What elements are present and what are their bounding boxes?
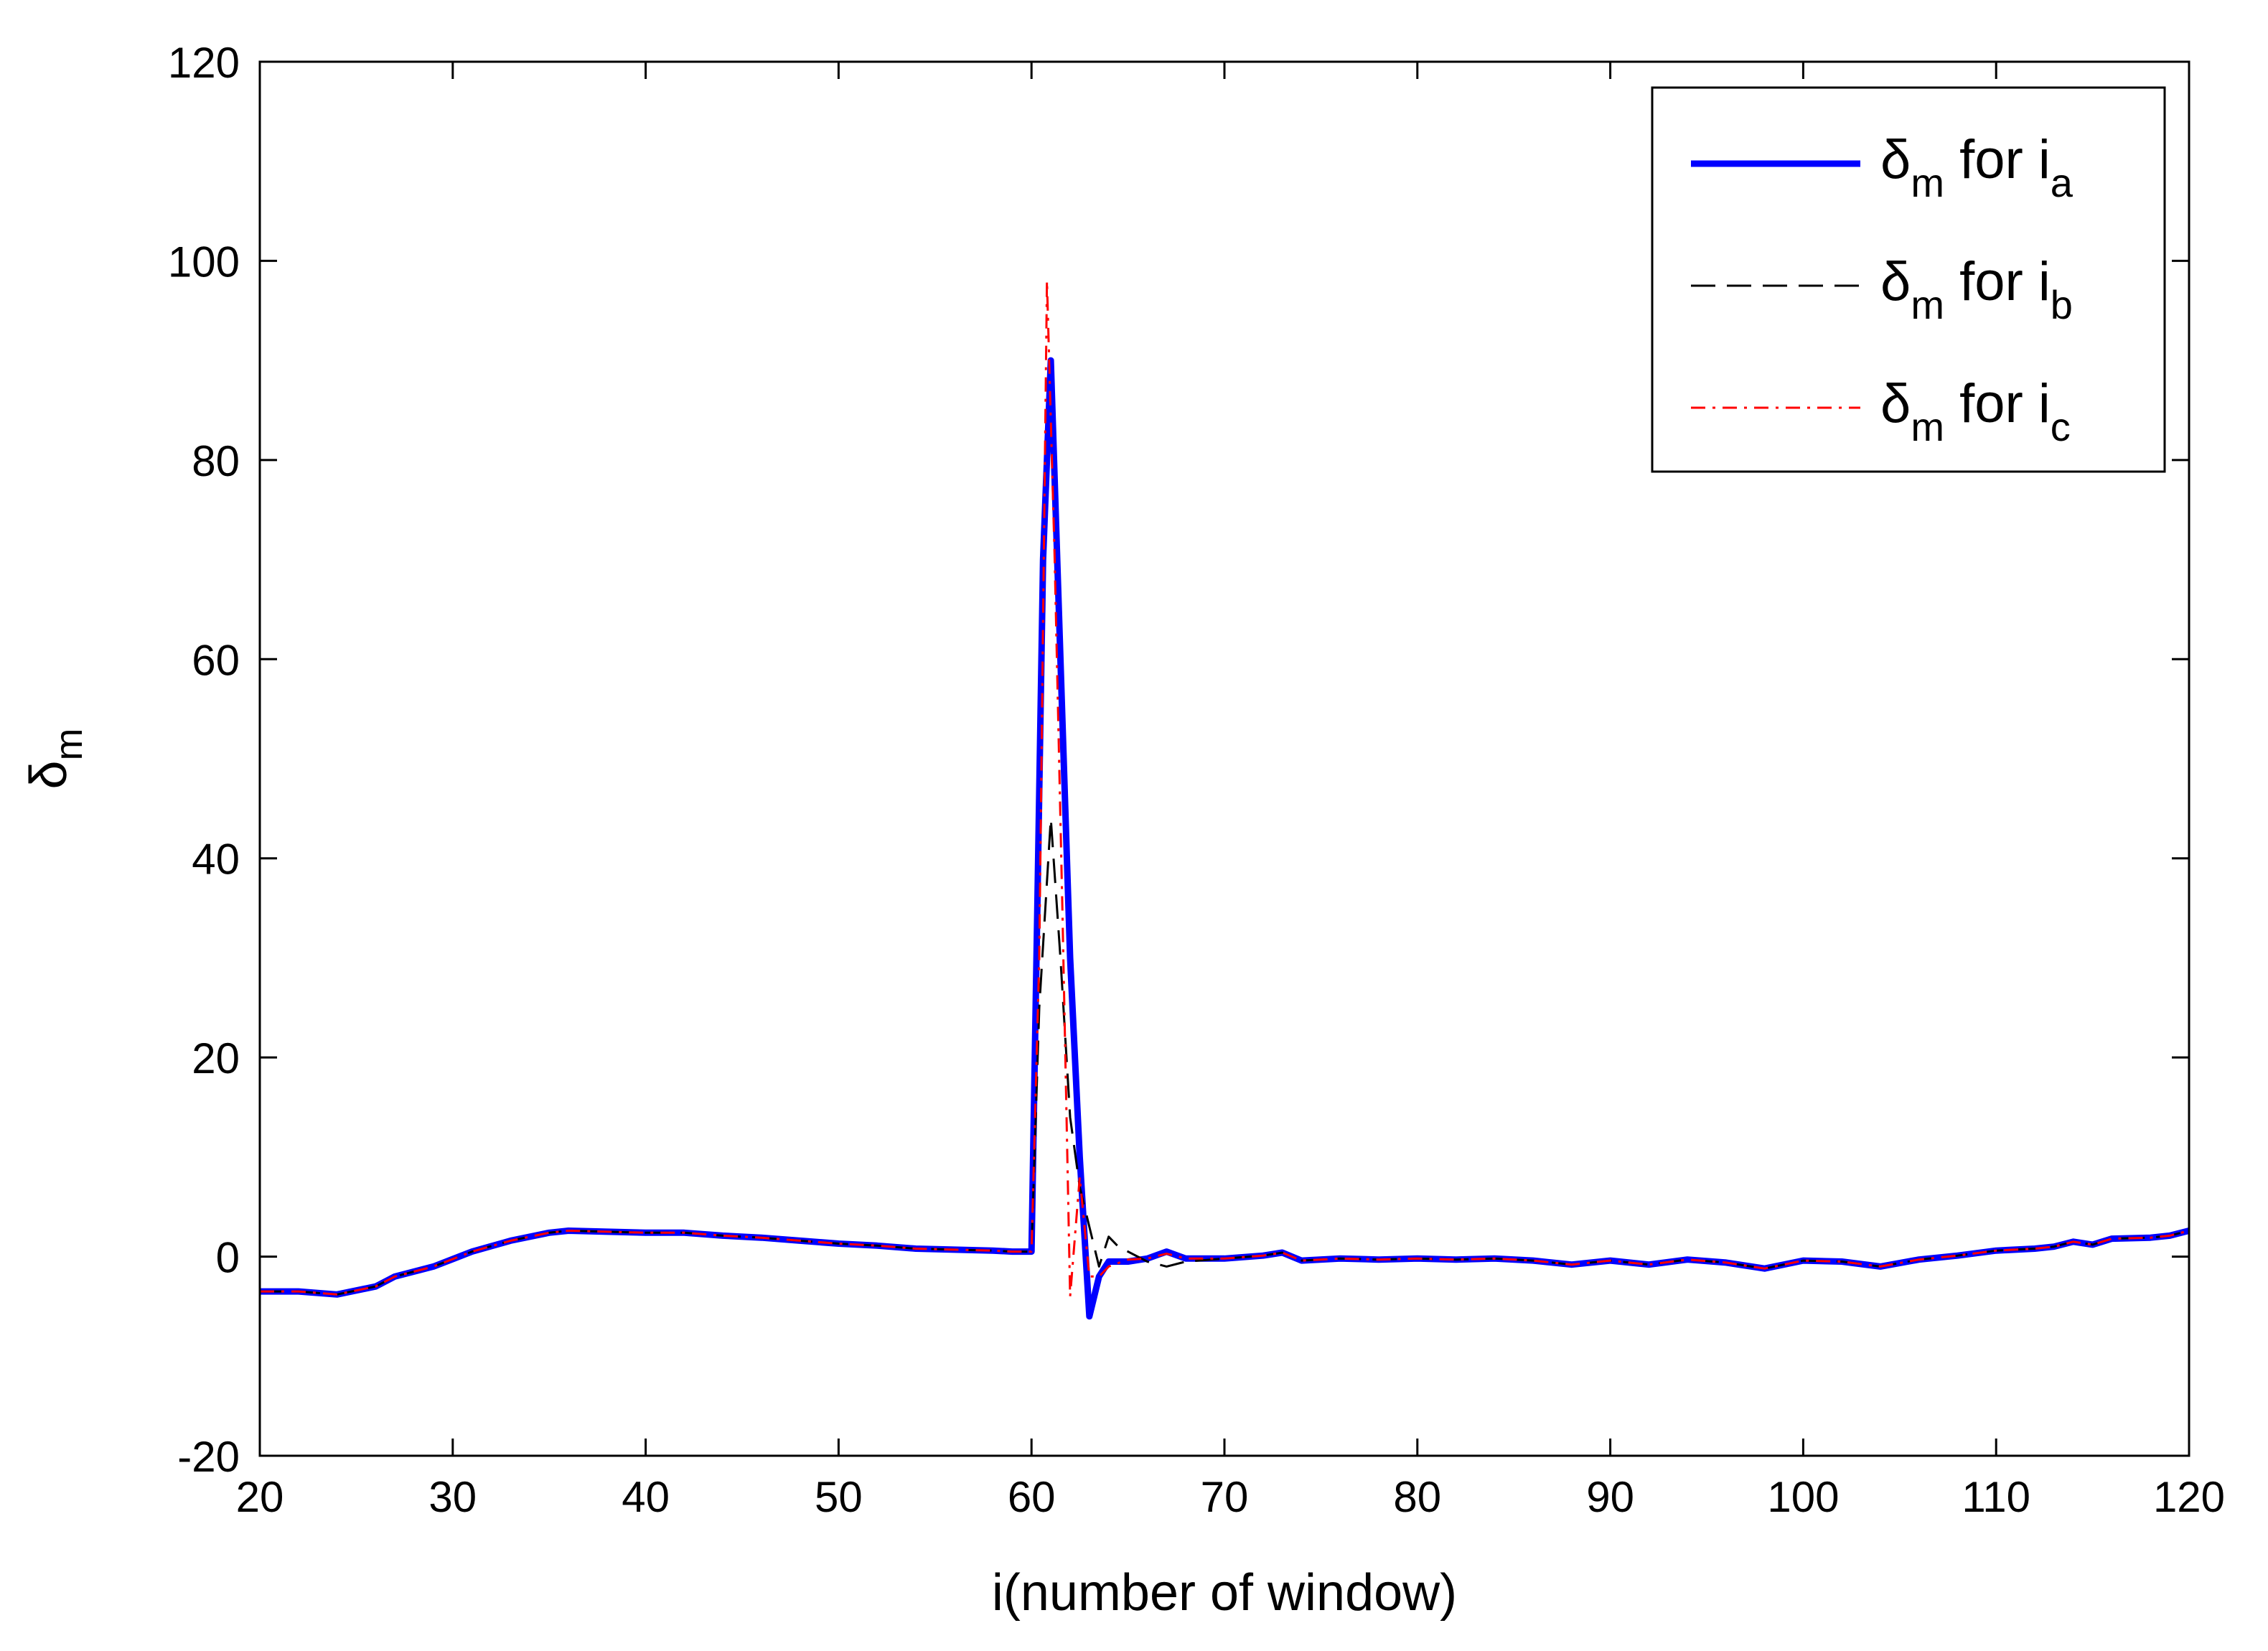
y-tick-label: -20	[177, 1433, 240, 1481]
legend-label: δm for ib	[1880, 251, 2073, 327]
y-tick-label: 20	[192, 1034, 240, 1082]
x-tick-label: 50	[815, 1473, 863, 1521]
legend-label-mid: for i	[1944, 373, 2051, 434]
series-line-c	[260, 279, 2190, 1298]
x-tick-label: 70	[1201, 1473, 1249, 1521]
tick-layer: 20 30 40 50 60 70 80 90 100 110 120 -20 0 20 40 60 80 100…	[168, 39, 2225, 1521]
y-tick-label: 60	[192, 636, 240, 684]
legend-label-symbol: δ	[1880, 129, 1911, 190]
y-tick-label: 40	[192, 836, 240, 884]
legend-label-symbol: δ	[1880, 251, 1911, 312]
x-tick-label: 40	[622, 1473, 670, 1521]
x-tick-label: 110	[1962, 1473, 2030, 1521]
legend-label-sub1: m	[1911, 160, 1944, 205]
series-layer	[260, 279, 2190, 1320]
legend-label-mid: for i	[1944, 129, 2051, 190]
x-tick-label: 100	[1767, 1473, 1839, 1521]
y-tick-label: 120	[168, 39, 240, 87]
x-tick-label: 120	[2153, 1473, 2225, 1521]
legend-box	[1651, 86, 2166, 473]
x-axis-title: i(number of window)	[992, 1564, 1457, 1622]
y-axis-title-subscript: m	[47, 728, 90, 760]
x-tick-label: 30	[428, 1473, 477, 1521]
y-tick-label: 100	[168, 238, 240, 286]
x-tick-label: 90	[1586, 1473, 1634, 1521]
legend-label-mid: for i	[1944, 251, 2051, 312]
y-tick-label: 80	[192, 437, 240, 485]
legend-label-symbol: δ	[1880, 373, 1911, 434]
legend-label-sub1: m	[1911, 404, 1944, 449]
legend-label-sub2: c	[2051, 404, 2071, 449]
x-tick-label: 80	[1393, 1473, 1441, 1521]
legend-label-sub2: a	[2051, 160, 2073, 205]
y-tick-label: 0	[216, 1234, 240, 1282]
legend-label: δm for ic	[1880, 373, 2071, 449]
x-tick-label: 60	[1008, 1473, 1056, 1521]
legend-label: δm for ia	[1880, 129, 2073, 205]
y-axis-title-symbol: δ	[20, 760, 78, 789]
x-tick-label: 20	[236, 1473, 284, 1521]
y-axis-title: δm	[20, 728, 90, 789]
legend-label-sub1: m	[1911, 282, 1944, 327]
legend-label-sub2: b	[2051, 282, 2073, 327]
